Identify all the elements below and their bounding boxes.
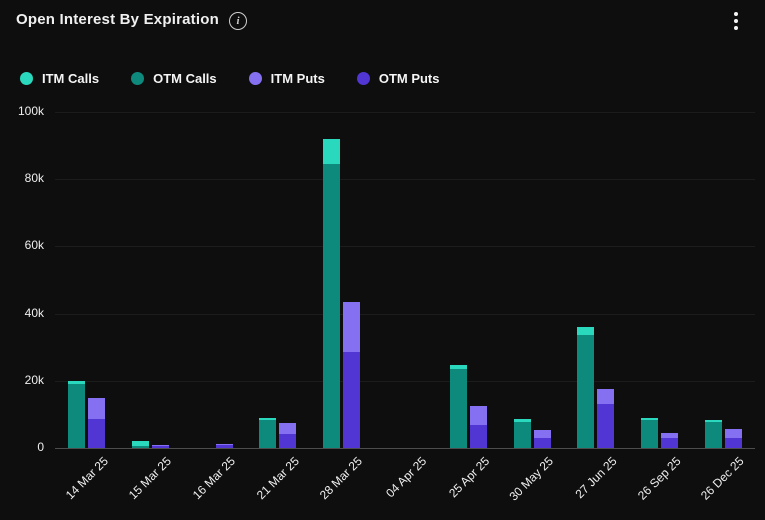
x-tick-label: 26 Sep 25 [634, 454, 684, 503]
bar-segment-otm-puts[interactable] [470, 425, 488, 448]
bar-segment-otm-puts[interactable] [88, 419, 106, 448]
gridline [55, 313, 755, 315]
bar-segment-otm-puts[interactable] [342, 352, 360, 448]
bar-segment-otm-calls[interactable] [513, 421, 531, 448]
bar-segment-itm-calls[interactable] [641, 417, 659, 420]
x-tick-label: 28 Mar 25 [317, 454, 366, 503]
bar-segment-itm-calls[interactable] [68, 380, 86, 385]
x-tick-label: 15 Mar 25 [126, 454, 175, 503]
y-tick-label: 20k [24, 372, 44, 387]
bar-segment-itm-calls[interactable] [450, 365, 468, 370]
bar-segment-otm-puts[interactable] [279, 434, 297, 448]
legend-dot [131, 72, 145, 85]
y-tick-label: 80k [24, 171, 44, 186]
legend-dot [248, 72, 262, 85]
legend-label: OTM Calls [153, 71, 217, 86]
x-tick-label: 25 Apr 25 [446, 454, 493, 501]
kebab-menu-icon[interactable] [729, 12, 743, 34]
y-tick-label: 100k [17, 104, 44, 118]
bar-segment-itm-puts[interactable] [215, 443, 233, 446]
gridline [55, 246, 755, 248]
bar-segment-otm-calls[interactable] [577, 335, 595, 448]
legend-label: ITM Calls [42, 71, 100, 86]
bar-segment-otm-puts[interactable] [724, 437, 742, 448]
gridline [55, 112, 755, 113]
x-tick-label: 16 Mar 25 [189, 454, 238, 503]
info-icon[interactable]: i [229, 12, 247, 30]
bar-segment-otm-calls[interactable] [641, 419, 659, 448]
legend-dot [356, 72, 370, 85]
bar-segment-itm-puts[interactable] [724, 428, 742, 438]
bar-segment-otm-calls[interactable] [259, 420, 277, 448]
bar-segment-itm-puts[interactable] [533, 429, 551, 438]
bar-segment-itm-puts[interactable] [597, 389, 615, 405]
bar-segment-otm-calls[interactable] [450, 369, 468, 448]
widget-header: Open Interest By Expiration i [0, 0, 765, 44]
bar-segment-otm-calls[interactable] [131, 446, 149, 448]
plot-area: 14 Mar 25 15 Mar 25 16 Mar 25 21 Mar 25 28 M… [55, 112, 755, 504]
bar-segment-itm-puts[interactable] [470, 406, 488, 426]
bar-segment-otm-puts[interactable] [597, 404, 615, 448]
x-tick-label: 21 Mar 25 [253, 454, 302, 503]
y-tick-label: 60k [24, 238, 44, 253]
legend-item-otm-calls[interactable]: OTM Calls [131, 71, 217, 86]
legend-item-otm-puts[interactable]: OTM Puts [356, 71, 440, 86]
bar-segment-otm-puts[interactable] [533, 437, 551, 448]
bar-segment-itm-calls[interactable] [259, 418, 277, 421]
bar-segment-otm-calls[interactable] [68, 384, 86, 448]
bar-segment-otm-puts[interactable] [661, 437, 679, 448]
y-tick-label: 0 [37, 440, 44, 454]
y-tick-label: 40k [24, 305, 44, 320]
bar-segment-otm-puts[interactable] [151, 445, 169, 448]
bar-segment-itm-calls[interactable] [322, 138, 340, 165]
legend-item-itm-puts[interactable]: ITM Puts [248, 71, 325, 86]
bar-segment-itm-calls[interactable] [577, 327, 595, 336]
bar-segment-itm-puts[interactable] [279, 423, 297, 435]
bar-segment-otm-calls[interactable] [704, 422, 722, 448]
bar-segment-itm-calls[interactable] [131, 441, 149, 447]
chart-area: 0 20k 40k 60k 80k 100k 14 Mar 25 15 Mar 25 16 M… [0, 100, 765, 520]
bar-segment-itm-puts[interactable] [661, 432, 679, 438]
x-axis-line [55, 448, 755, 449]
x-tick-label: 14 Mar 25 [62, 454, 111, 503]
legend-label: OTM Puts [378, 71, 440, 86]
bar-segment-itm-puts[interactable] [342, 301, 360, 353]
bar-segment-otm-puts[interactable] [215, 445, 233, 448]
bar-segment-itm-puts[interactable] [88, 397, 106, 420]
page-title: Open Interest By Expiration [16, 11, 219, 28]
bar-segment-itm-puts[interactable] [151, 444, 169, 446]
bar-segment-itm-calls[interactable] [704, 420, 722, 423]
legend-label: ITM Puts [270, 71, 325, 86]
x-tick-label: 04 Apr 25 [382, 454, 429, 501]
y-axis: 0 20k 40k 60k 80k 100k [0, 100, 48, 460]
legend-item-itm-calls[interactable]: ITM Calls [20, 71, 99, 86]
bar-segment-otm-calls[interactable] [322, 164, 340, 448]
chart-legend: ITM Calls OTM Calls ITM Puts OTM Puts [20, 71, 440, 86]
x-tick-label: 30 May 25 [506, 454, 557, 504]
legend-dot [20, 72, 33, 85]
bar-segment-itm-calls[interactable] [513, 419, 531, 422]
x-tick-label: 26 Dec 25 [698, 454, 748, 503]
gridline [55, 380, 755, 382]
x-tick-label: 27 Jun 25 [572, 454, 620, 502]
gridline [55, 179, 755, 181]
